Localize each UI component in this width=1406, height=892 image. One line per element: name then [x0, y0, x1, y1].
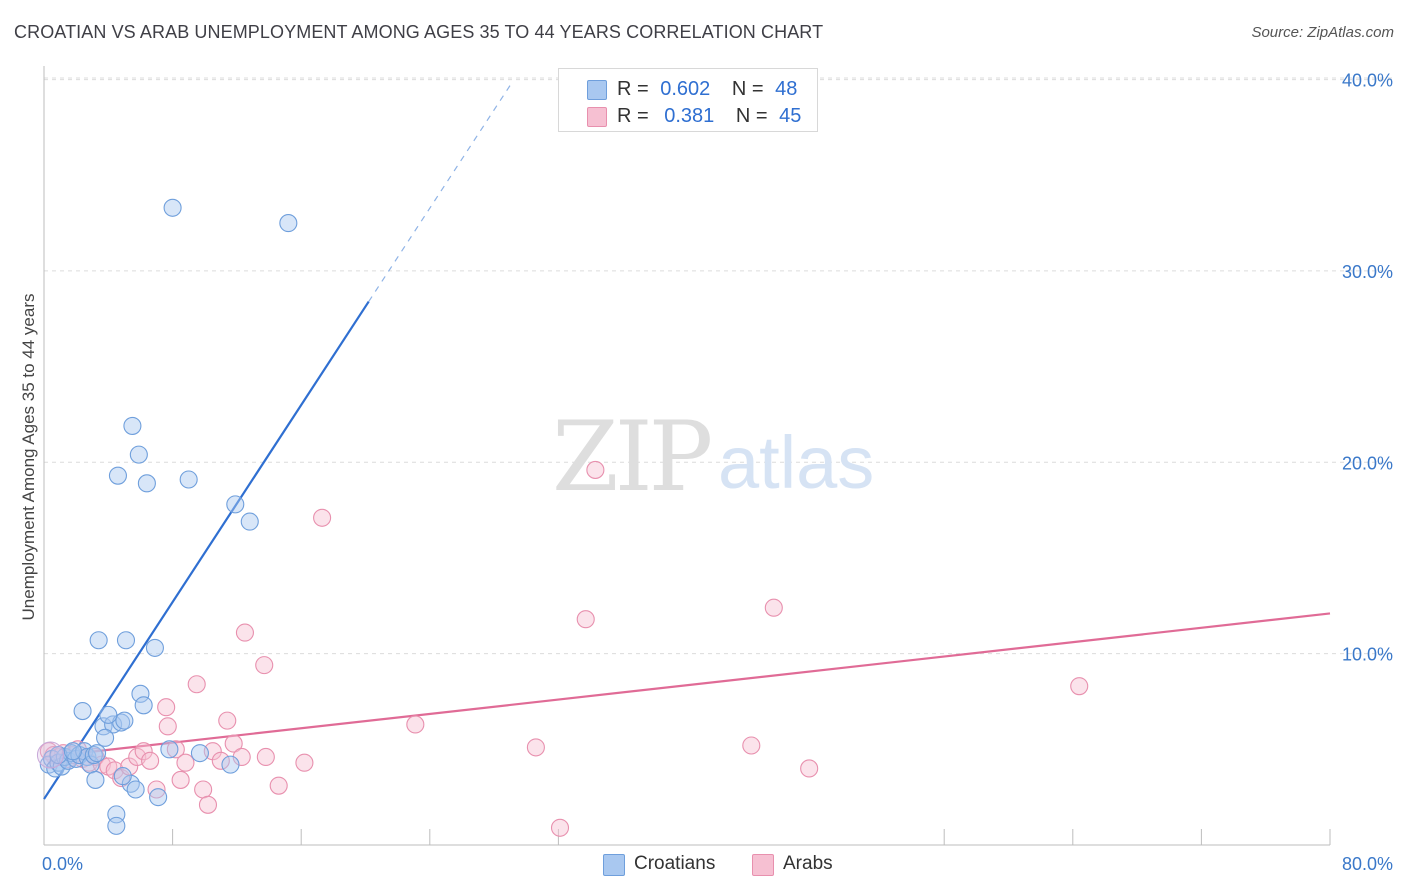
source-label: Source: ZipAtlas.com: [1251, 24, 1394, 41]
y-axis-title: Unemployment Among Ages 35 to 44 years: [19, 294, 38, 621]
data-point-arabs: [406, 715, 425, 734]
data-point-croatians: [115, 711, 134, 730]
watermark: ZIP atlas: [552, 401, 874, 513]
data-point-croatians: [179, 470, 198, 489]
data-point-arabs: [176, 753, 195, 772]
data-point-arabs: [255, 656, 274, 675]
correlation-legend: R = 0.602 N = 48 R = 0.381 N = 45: [558, 68, 818, 132]
data-point-croatians: [149, 788, 168, 807]
data-point-arabs: [256, 747, 275, 767]
data-point-arabs: [158, 717, 177, 736]
data-point-croatians: [134, 696, 153, 715]
y-tick-label: 30.0%: [1342, 262, 1393, 282]
data-point-croatians: [99, 705, 118, 724]
data-point-arabs: [800, 759, 819, 778]
legend-n-value: 45: [779, 105, 802, 127]
legend-r-label: R =: [617, 78, 649, 100]
legend-n-label: N =: [735, 105, 768, 127]
x-tick-label: 0.0%: [42, 854, 83, 874]
data-point-arabs: [1070, 677, 1089, 696]
data-point-croatians: [108, 466, 127, 485]
data-point-croatians: [63, 742, 82, 761]
data-point-croatians: [89, 631, 108, 650]
data-point-croatians: [279, 214, 298, 233]
data-point-arabs: [147, 780, 166, 799]
data-point-croatians: [113, 767, 132, 786]
data-point-arabs: [550, 818, 570, 837]
bottom-swatch-arabs: [752, 854, 774, 876]
legend-n-value: 48: [775, 78, 798, 100]
data-point-arabs: [198, 795, 218, 814]
data-point-arabs: [586, 460, 605, 479]
data-point-croatians: [163, 198, 182, 217]
data-point-croatians: [131, 684, 150, 703]
data-point-arabs: [171, 770, 190, 789]
data-points: [36, 198, 1089, 837]
legend-n-label: N =: [731, 78, 764, 100]
trend-lines: [43, 84, 1331, 800]
data-point-croatians: [96, 728, 115, 747]
data-point-arabs: [313, 508, 332, 527]
legend-r-value: 0.381: [664, 105, 715, 127]
data-point-croatians: [73, 701, 92, 721]
data-point-cluster: [36, 741, 64, 769]
chart-title: CROATIAN VS ARAB UNEMPLOYMENT AMONG AGES…: [14, 22, 824, 42]
data-point-arabs: [742, 736, 761, 755]
x-tick-label: 80.0%: [1342, 854, 1393, 874]
data-point-arabs: [166, 740, 185, 759]
data-point-arabs: [764, 598, 783, 617]
trend-line-croatians: [43, 300, 370, 800]
data-point-croatians: [107, 816, 126, 835]
legend-r-value: 0.602: [660, 78, 711, 100]
legend-swatch-croatians: [587, 80, 607, 100]
bottom-legend-label: Arabs: [783, 853, 833, 874]
data-point-arabs: [235, 623, 254, 642]
data-point-croatians: [190, 744, 209, 763]
data-point-arabs: [224, 734, 243, 753]
axes: [43, 66, 1331, 846]
data-point-arabs: [269, 776, 288, 795]
data-point-croatians: [221, 755, 240, 774]
data-point-arabs: [157, 698, 176, 717]
watermark-zip: ZIP: [552, 401, 711, 513]
x-tick-labels: 0.0% 80.0%: [42, 854, 1393, 874]
data-point-croatians: [160, 740, 179, 759]
data-point-arabs: [194, 780, 213, 799]
data-point-arabs: [218, 711, 237, 730]
y-tick-label: 10.0%: [1342, 645, 1393, 665]
grid: [44, 77, 1395, 655]
data-point-croatians: [126, 780, 145, 799]
data-point-arabs: [295, 753, 314, 772]
legend-swatch-arabs: [587, 107, 607, 127]
data-point-croatians: [84, 746, 103, 765]
data-point-croatians: [87, 744, 107, 763]
data-point-croatians: [86, 770, 105, 789]
data-point-croatians: [137, 474, 156, 493]
data-point-croatians: [226, 495, 245, 514]
data-point-croatians: [116, 631, 136, 650]
bottom-swatch-croatians: [603, 854, 625, 876]
legend-r-label: R =: [617, 105, 649, 127]
watermark-atlas: atlas: [718, 421, 874, 504]
data-point-arabs: [141, 751, 160, 770]
y-tick-label: 40.0%: [1342, 71, 1393, 91]
data-point-arabs: [187, 675, 206, 694]
data-point-croatians: [240, 512, 259, 531]
trend-line-arabs: [43, 612, 1331, 759]
data-point-arabs: [134, 742, 153, 761]
y-tick-labels: 10.0% 20.0% 30.0% 40.0%: [1342, 71, 1393, 665]
trend-line-croatians-extension: [368, 84, 511, 302]
data-point-arabs: [526, 738, 545, 757]
data-point-croatians: [129, 445, 148, 464]
data-point-arabs: [576, 610, 595, 629]
y-tick-label: 20.0%: [1342, 453, 1393, 473]
data-point-croatians: [123, 416, 142, 435]
data-point-arabs: [211, 751, 230, 770]
data-point-croatians: [145, 638, 164, 657]
bottom-legend-label: Croatians: [634, 853, 716, 874]
